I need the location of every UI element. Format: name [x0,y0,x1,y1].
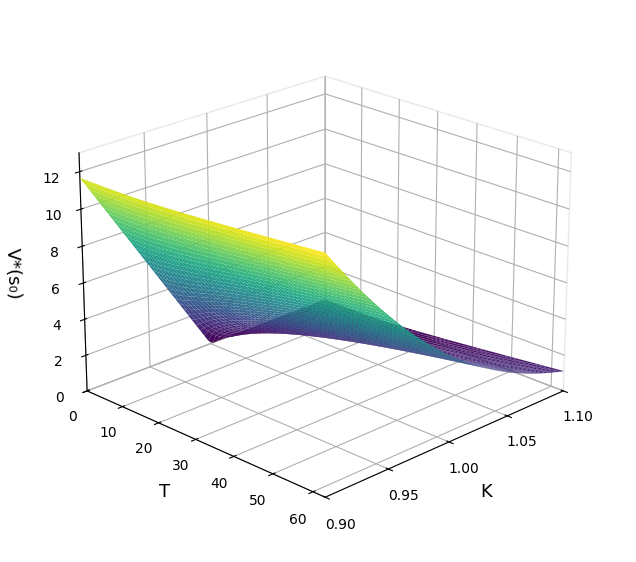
Y-axis label: T: T [159,483,170,501]
X-axis label: K: K [480,483,492,501]
